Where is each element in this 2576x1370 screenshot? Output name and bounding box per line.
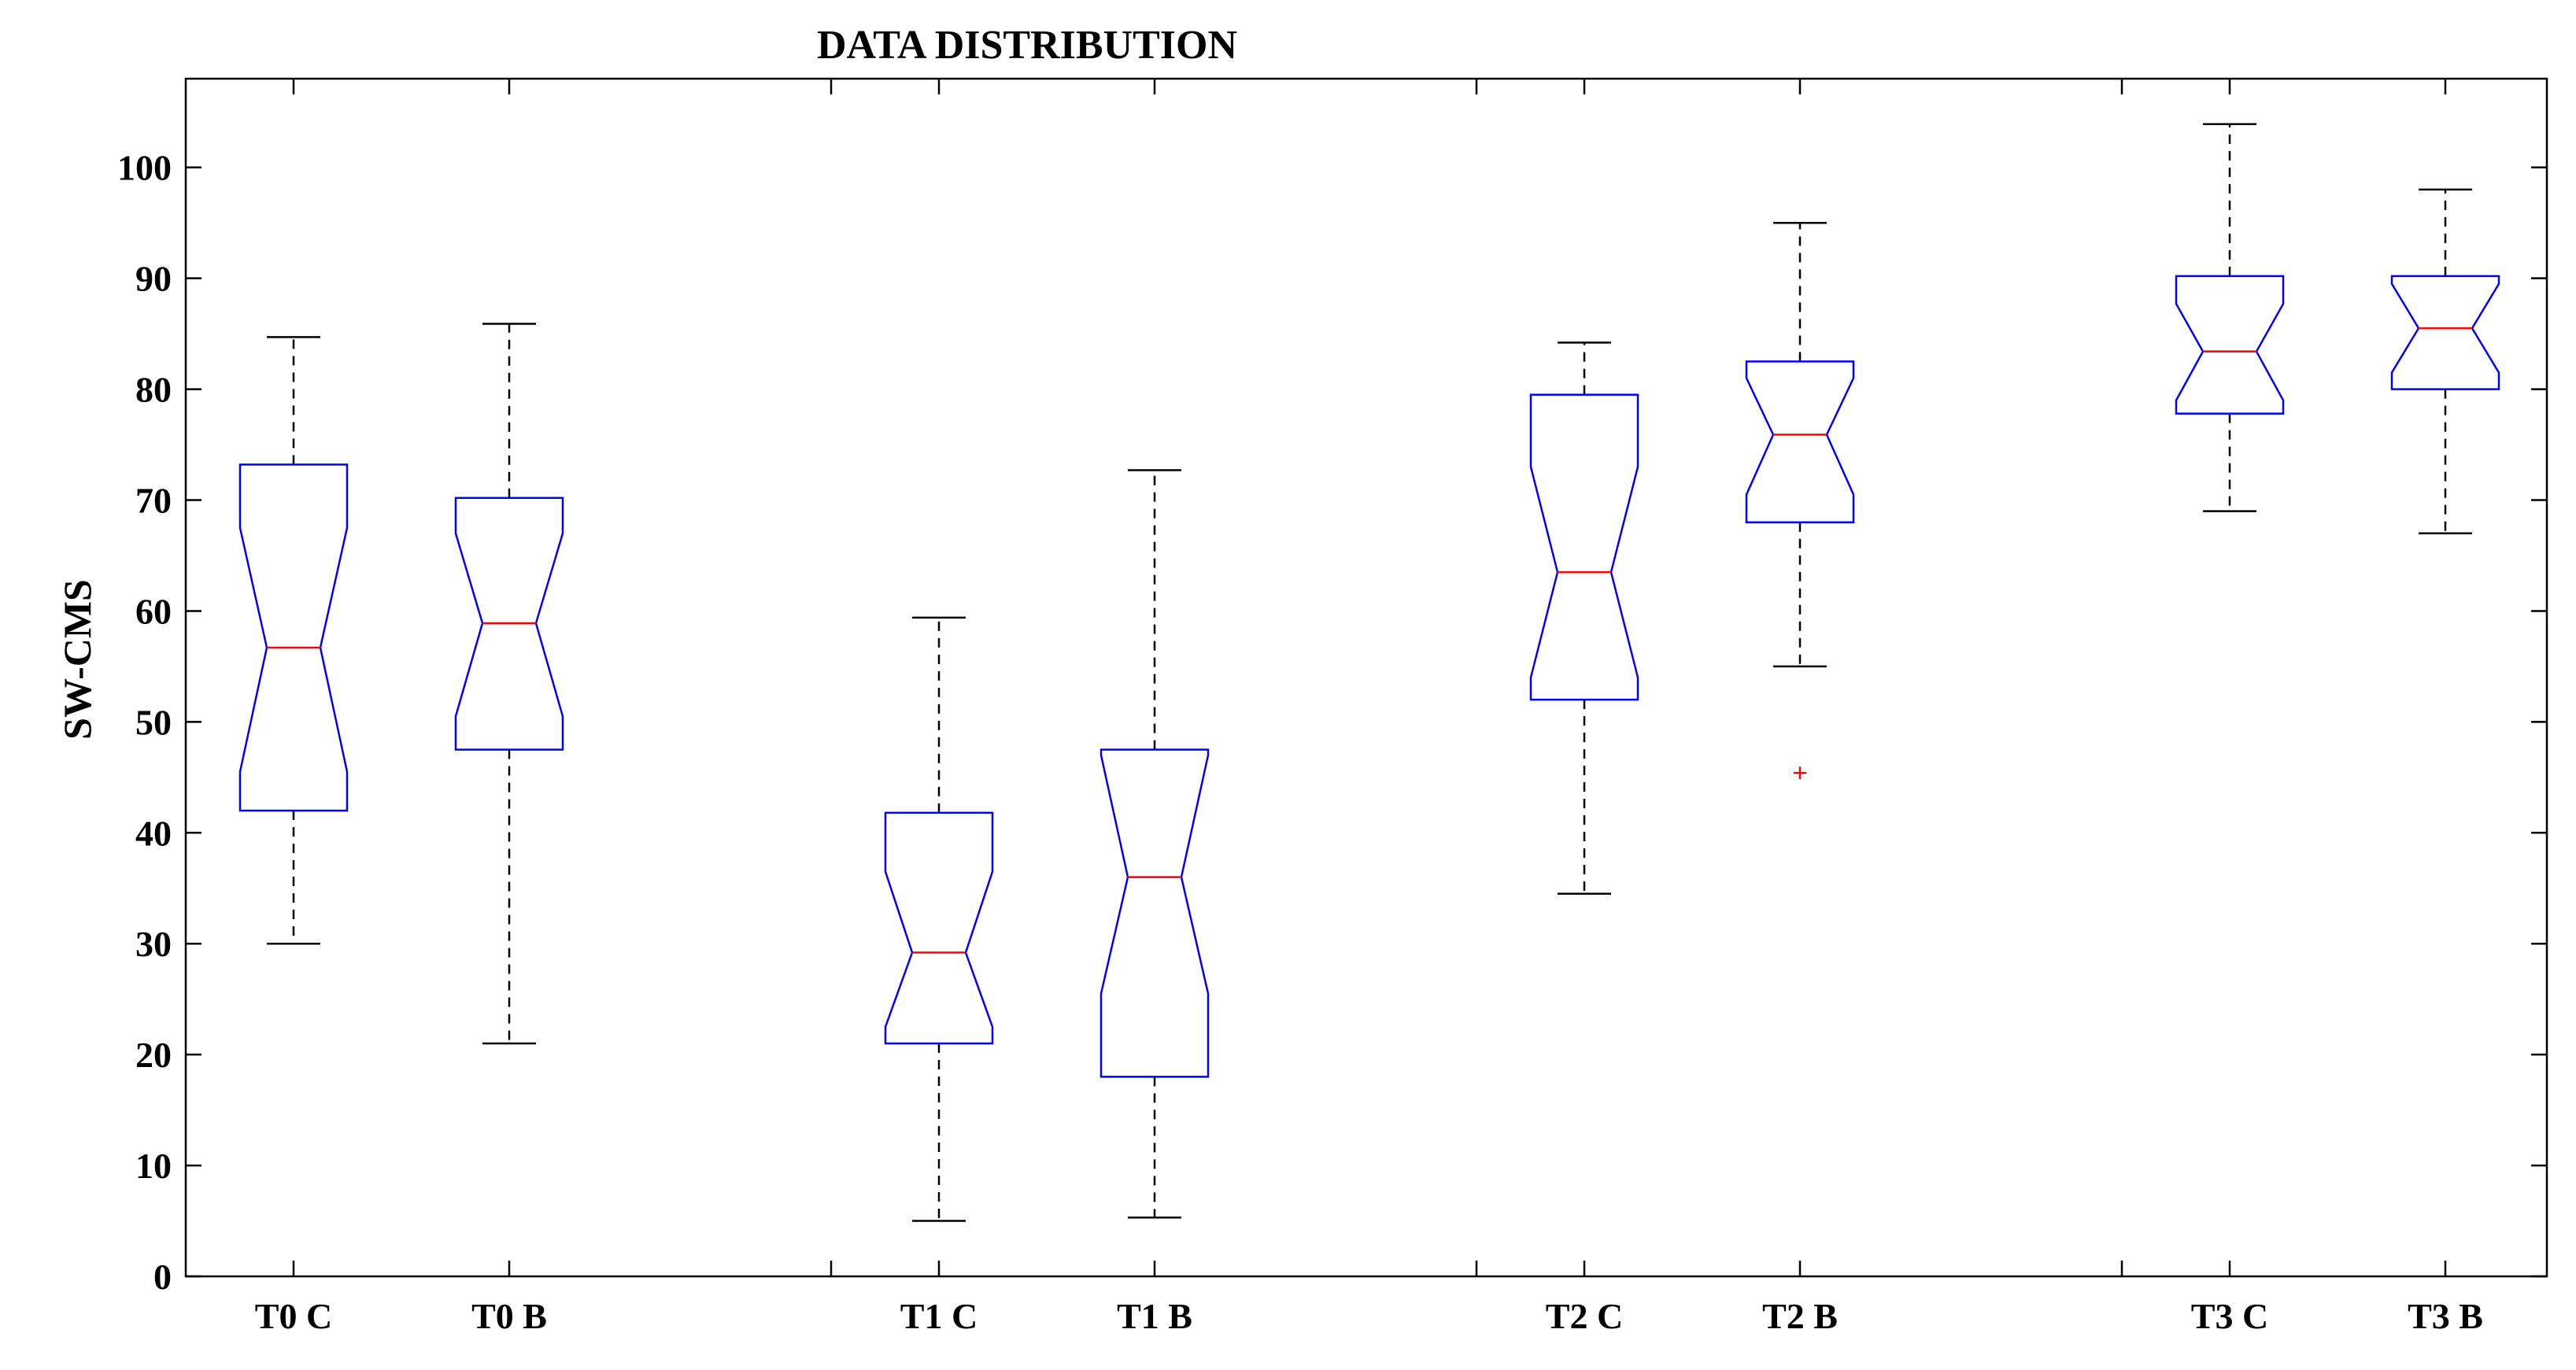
x-tick-label: T1 B	[1117, 1296, 1192, 1336]
box	[1529, 393, 1639, 701]
y-tick-label: 20	[135, 1035, 172, 1075]
box	[454, 497, 564, 751]
y-tick-label: 0	[153, 1257, 172, 1297]
x-tick-label: T0 B	[471, 1296, 547, 1336]
x-tick-label: T3 C	[2191, 1296, 2268, 1336]
x-tick-label: T0 C	[255, 1296, 332, 1336]
y-tick-label: 40	[135, 813, 172, 853]
chart-title: DATA DISTRIBUTION	[817, 23, 1237, 68]
y-tick-label: 30	[135, 924, 172, 964]
y-tick-label: 50	[135, 702, 172, 742]
box	[2390, 275, 2500, 390]
y-tick-label: 100	[117, 148, 172, 188]
box	[884, 811, 994, 1045]
box	[1100, 748, 1210, 1078]
box	[2175, 275, 2285, 415]
y-tick-label: 70	[135, 481, 172, 521]
y-axis-label: SW-CMS	[55, 579, 99, 740]
x-tick-label: T3 B	[2408, 1296, 2483, 1336]
y-tick-label: 90	[135, 259, 172, 299]
plot-area: 0 10 20 30 40 50 60 70 80 90 100 T0 C T0 B T1 C T1 B T2…	[117, 77, 2548, 1336]
x-tick-label: T2 C	[1546, 1296, 1623, 1336]
y-tick-label: 60	[135, 591, 172, 631]
box	[238, 463, 349, 812]
y-tick-label: 10	[135, 1146, 172, 1186]
box	[1745, 360, 1855, 523]
x-tick-label: T1 C	[900, 1296, 978, 1336]
axes-frame	[184, 77, 2548, 1278]
y-tick-label: 80	[135, 370, 172, 410]
x-tick-label: T2 B	[1762, 1296, 1838, 1336]
